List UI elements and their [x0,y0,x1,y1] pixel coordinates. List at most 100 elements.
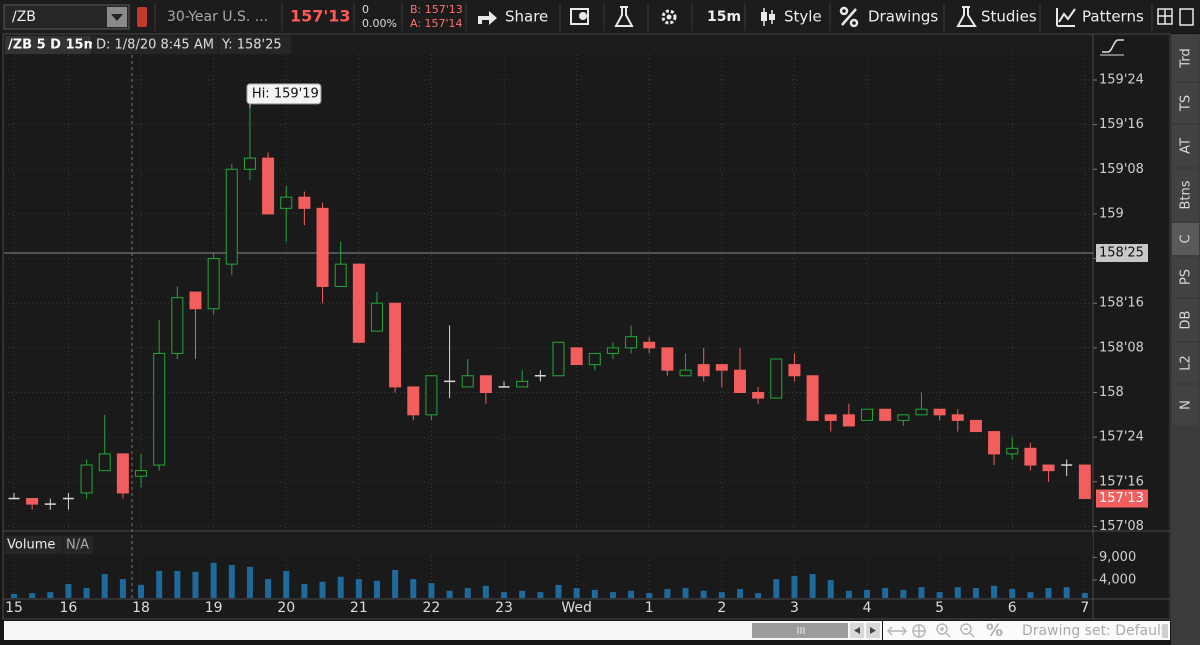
candle-body [715,364,728,371]
candle-body [552,341,565,377]
y-box [219,36,291,54]
patterns-button[interactable]: Patterns [1082,8,1144,26]
link-icon[interactable] [137,7,147,27]
volume-bar [10,593,17,598]
volume-bar [1045,588,1052,598]
candle-body [1042,464,1055,472]
scrollbar-track[interactable] [4,621,882,640]
side-tab-label: DB [1179,311,1194,330]
volume-bar [228,565,235,598]
grid-icon-lines [1158,9,1172,24]
plot: 157'08157'16157'24158158'08158'16158'241… [4,55,1148,616]
drawing-set[interactable]: Drawing set: Default [1022,623,1167,639]
y-tick-label: 159 [1099,206,1124,221]
patterns-icon[interactable] [1056,8,1076,27]
volume-bar [47,592,54,598]
x-tick-label: 19 [205,600,223,616]
volume-label-box [5,536,62,554]
drawings-button[interactable]: Drawings [868,8,938,26]
volume-bar [609,592,616,598]
share-button[interactable]: Share [505,8,548,26]
percent-icon[interactable]: % [986,621,1003,641]
toolbar [0,0,1200,33]
percent-change: 0.00% [362,17,397,30]
share-icon[interactable] [478,11,497,25]
study-box [5,36,91,54]
side-tab[interactable] [1172,299,1199,341]
volume-bar [482,585,489,598]
studies-icon[interactable] [956,6,977,27]
volume-bar [900,589,907,598]
detach-icon[interactable] [1179,8,1194,26]
volume-bar [392,570,399,598]
volume-bar [827,579,834,598]
side-tab[interactable] [1172,385,1199,425]
volume-tick-label: 4,000 [1099,572,1136,587]
candle-body [661,347,674,371]
gear-icon[interactable] [661,9,677,25]
side-tab[interactable] [1172,223,1199,255]
candle-body [570,347,583,366]
drawings-icon[interactable] [839,6,859,28]
side-tab[interactable] [1172,35,1199,81]
x-tick-label: 20 [277,600,295,616]
last-price-box [1096,489,1148,508]
volume-bar [283,570,290,598]
bid: B: 157'13 [410,3,463,16]
volume-bar [319,581,326,598]
x-tick-label: 16 [60,600,78,616]
flask-icon[interactable] [614,6,634,27]
scrollbar-thumb[interactable] [752,623,848,638]
volume-bar [83,588,90,598]
dropdown-arrow [111,14,123,21]
studies-button[interactable]: Studies [981,8,1037,26]
volume-bar [809,574,816,598]
x-tick-label: 22 [423,600,441,616]
volume-bar [591,589,598,598]
volume-label: Volume [7,538,55,553]
candle-body [897,414,910,421]
x-tick-label: 1 [645,600,654,616]
scale-icon[interactable] [1102,39,1124,53]
candle-body [824,414,837,421]
side-tab[interactable] [1172,125,1199,167]
timeframe-button[interactable]: 15m [707,9,741,25]
page-icon[interactable] [570,8,589,25]
x-tick-label: 23 [495,600,513,616]
candle-body [1024,447,1037,466]
candle-body [80,464,93,494]
candle-body [770,358,783,399]
volume-bar [65,584,72,598]
x-tick-label: 18 [132,600,150,616]
zoom-icons[interactable] [886,623,975,638]
volume-bar [1027,592,1034,598]
side-tab-label: Trd [1179,48,1194,68]
candle-body [153,352,166,466]
side-tab[interactable] [1172,343,1199,383]
candle-body [969,419,982,433]
side-tab[interactable] [1172,83,1199,123]
thumb-grip [797,627,805,634]
volume-bar [936,592,943,598]
side-tab[interactable] [1172,169,1199,221]
candle-body [389,302,402,388]
volume-bar [736,588,743,598]
annotation-label: Hi: 159'19 [252,86,319,101]
candle-body [316,207,329,287]
crosshair-label-box [1096,243,1148,262]
candle-body [733,369,746,393]
last-price: 157'13 [290,7,351,26]
volume-bar [428,583,435,598]
volume-bar [355,579,362,598]
scroll-left-arrow [854,627,860,634]
volume-value-box [63,536,93,554]
side-tab[interactable] [1172,257,1199,297]
style-icon[interactable] [761,12,767,21]
side-tabs: Trd TS AT Btns C PS DB L2 N [1172,35,1199,425]
net-change: 0 [362,3,369,16]
annotation-box [246,83,322,105]
style-button[interactable]: Style [784,8,822,26]
volume-header [4,535,1093,555]
drawing-set-arrow[interactable] [1162,624,1168,638]
